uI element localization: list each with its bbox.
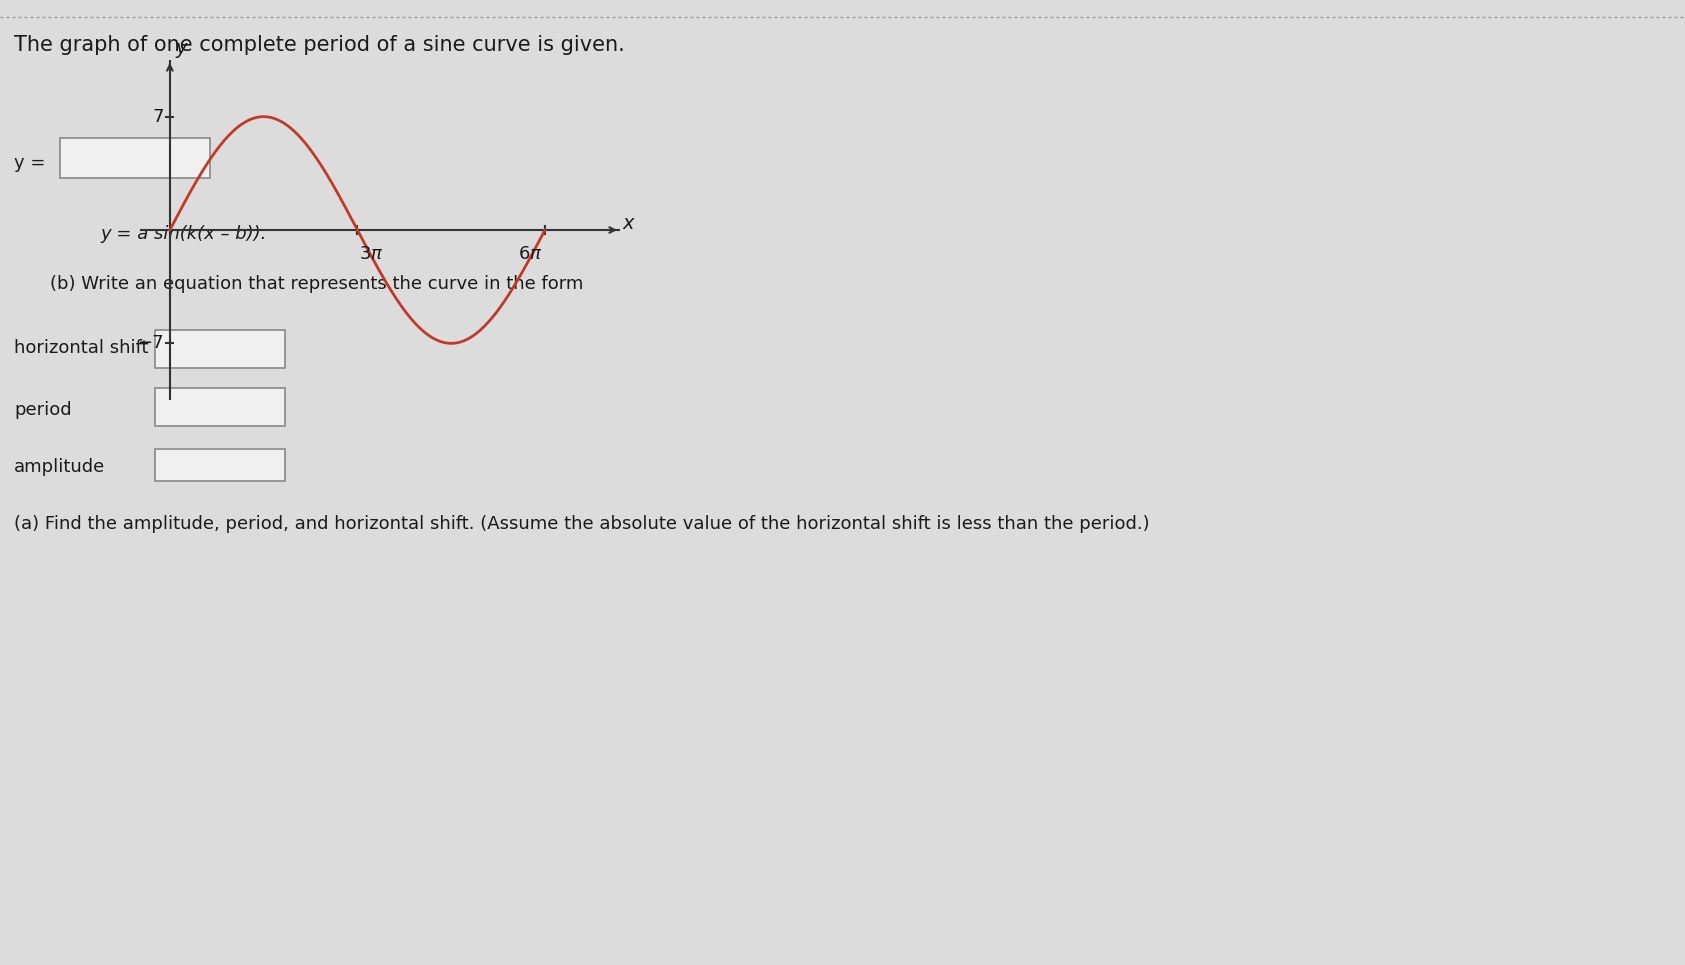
Text: amplitude: amplitude: [13, 458, 104, 476]
Text: y = a sin(k(x – b)).: y = a sin(k(x – b)).: [99, 225, 266, 243]
Text: $3\pi$: $3\pi$: [359, 244, 384, 262]
Text: y: y: [175, 40, 187, 58]
Bar: [155, 388, 285, 426]
Text: x: x: [623, 214, 635, 233]
Text: 7: 7: [152, 108, 163, 125]
Text: −7: −7: [136, 334, 163, 352]
Text: The graph of one complete period of a sine curve is given.: The graph of one complete period of a si…: [13, 35, 625, 55]
Text: period: period: [13, 401, 72, 419]
Text: (a) Find the amplitude, period, and horizontal shift. (Assume the absolute value: (a) Find the amplitude, period, and hori…: [13, 515, 1149, 533]
Text: $6\pi$: $6\pi$: [519, 244, 543, 262]
Bar: [155, 449, 285, 481]
Text: horizontal shift: horizontal shift: [13, 339, 148, 357]
Bar: [61, 138, 211, 178]
Bar: [155, 330, 285, 368]
Text: y =: y =: [13, 154, 45, 172]
Text: (b) Write an equation that represents the curve in the form: (b) Write an equation that represents th…: [51, 275, 583, 293]
